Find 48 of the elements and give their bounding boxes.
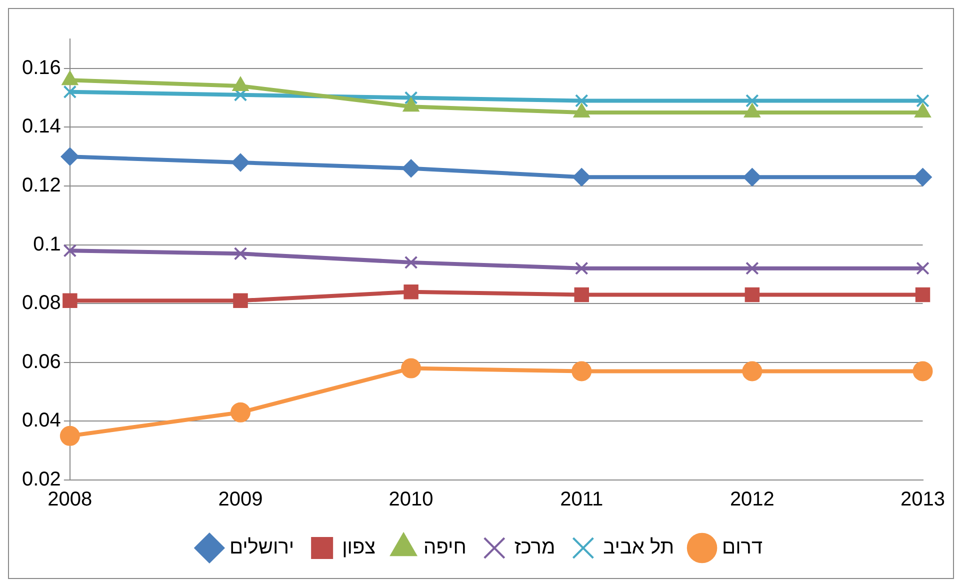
x-tick-label: 2012: [730, 488, 774, 511]
point: [574, 262, 588, 275]
x-tick-label: 2011: [560, 488, 604, 511]
y-tick-label: 0.06: [22, 350, 61, 373]
point: [402, 159, 420, 178]
point: [916, 94, 930, 108]
point: [63, 85, 77, 99]
point: [233, 293, 248, 308]
point: [746, 94, 759, 108]
point: [404, 284, 418, 300]
point: [63, 244, 77, 258]
x-tick-label: 2009: [218, 488, 263, 511]
point: [401, 358, 422, 378]
point: [916, 262, 930, 275]
point: [743, 168, 762, 186]
point: [746, 262, 759, 275]
point: [404, 256, 418, 270]
x-tick-label: 2013: [900, 488, 946, 511]
point: [912, 361, 933, 382]
legend-label: תל אביב: [603, 536, 674, 559]
point: [234, 246, 248, 260]
legend-label: חיפה: [424, 536, 466, 559]
point: [574, 94, 588, 108]
point: [60, 148, 79, 166]
point: [574, 287, 589, 302]
point: [231, 153, 250, 172]
legend-label: דרום: [722, 536, 763, 559]
legend-label: מרכז: [514, 536, 556, 559]
point: [744, 287, 760, 302]
y-tick-label: 0.16: [22, 56, 61, 79]
legend-label: ירושלים: [229, 536, 294, 559]
point: [914, 168, 932, 186]
point: [742, 361, 762, 382]
point: [62, 293, 78, 308]
point: [572, 168, 591, 186]
point: [572, 361, 592, 382]
point: [60, 426, 80, 446]
point: [915, 287, 930, 302]
legend-label: צפון: [342, 536, 376, 559]
x-tick-label: 2008: [48, 488, 92, 511]
y-tick-label: 0.02: [22, 468, 61, 491]
point: [230, 402, 250, 422]
y-tick-label: 0.12: [22, 174, 61, 197]
y-tick-label: 0.08: [22, 292, 61, 314]
y-tick-label: 0.1: [33, 233, 61, 256]
y-tick-label: 0.04: [22, 410, 61, 432]
y-tick-label: 0.14: [22, 116, 61, 138]
x-tick-label: 2010: [388, 488, 434, 511]
